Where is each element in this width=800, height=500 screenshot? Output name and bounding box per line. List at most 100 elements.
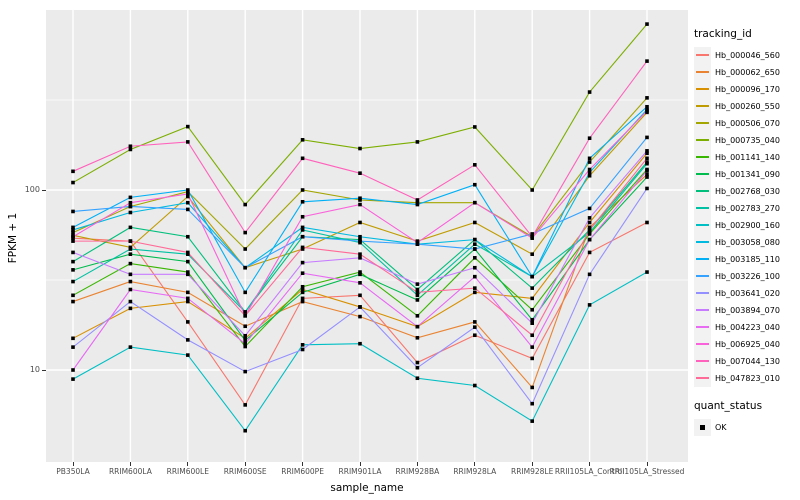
plot-canvas <box>46 10 688 462</box>
data-point <box>587 136 592 140</box>
legend-item-label: Hb_003058_080 <box>715 238 780 247</box>
legend-key-icon <box>694 353 711 370</box>
x-tick-label: RRII105LA_Control <box>554 467 625 476</box>
legend-key-icon <box>694 200 711 217</box>
x-tick-label: RRII105LA_Stressed <box>609 467 685 476</box>
data-point <box>645 168 649 173</box>
legend-key-icon <box>694 115 711 132</box>
x-tick-mark <box>129 462 131 466</box>
legend-item: Hb_003185_110 <box>694 251 800 268</box>
data-point <box>128 195 133 200</box>
data-point <box>243 247 247 251</box>
data-point <box>71 299 75 304</box>
legend-item: Hb_001341_090 <box>694 166 800 183</box>
x-tick-mark <box>244 462 246 466</box>
legend-color-line-icon <box>696 173 709 175</box>
legend-item: Hb_000735_040 <box>694 132 800 149</box>
data-point <box>300 299 305 304</box>
data-point <box>186 200 190 205</box>
legend-item: Hb_000260_550 <box>694 98 800 115</box>
legend-key-icon <box>694 234 711 251</box>
data-point <box>530 385 534 390</box>
data-point <box>186 192 190 196</box>
data-point <box>243 324 247 329</box>
data-point <box>300 343 305 347</box>
data-point <box>243 369 247 374</box>
legend-color-line-icon <box>696 54 709 56</box>
data-point <box>473 247 477 251</box>
y-tick-label: 100 <box>24 185 40 194</box>
data-point <box>71 368 75 372</box>
quant-key-icon <box>694 419 711 436</box>
data-point <box>186 270 190 274</box>
data-point <box>186 188 190 192</box>
data-point <box>300 214 305 219</box>
x-tick-mark <box>646 462 648 466</box>
data-point <box>358 146 362 151</box>
data-point <box>186 250 190 255</box>
data-point <box>71 268 75 272</box>
data-point <box>71 225 75 230</box>
legend-key-icon <box>694 64 711 81</box>
data-point <box>243 290 247 295</box>
data-point <box>71 250 75 255</box>
data-point <box>530 333 534 338</box>
data-point <box>415 293 420 298</box>
x-tick-mark <box>302 462 304 466</box>
data-point <box>645 22 649 26</box>
data-point <box>300 347 305 352</box>
data-point <box>71 228 75 232</box>
data-point <box>71 230 75 235</box>
legend-key-icon <box>694 81 711 98</box>
legend-color-line-icon <box>696 377 709 379</box>
x-tick-mark <box>474 462 476 466</box>
legend-color-line-icon <box>696 156 709 158</box>
data-point <box>186 272 190 277</box>
legend-item: Hb_002783_270 <box>694 200 800 217</box>
legend-key-icon <box>694 132 711 149</box>
x-tick-mark <box>589 462 591 466</box>
legend-item-label: Hb_004223_040 <box>715 323 780 332</box>
data-point <box>243 403 247 407</box>
data-point <box>186 320 190 324</box>
x-tick-label: RRIM600PE <box>281 467 324 476</box>
data-point <box>587 90 592 94</box>
x-tick-label: RRIM901LA <box>338 467 382 476</box>
legend-color-line-icon <box>696 241 709 243</box>
legend-color-line-icon <box>696 224 709 226</box>
data-point <box>128 272 133 277</box>
legend-color-line-icon <box>696 88 709 90</box>
data-point <box>243 333 247 338</box>
data-point <box>358 239 362 243</box>
data-point <box>645 270 649 274</box>
data-point <box>186 207 190 212</box>
data-point <box>71 345 75 349</box>
data-point <box>128 306 133 311</box>
legend-key-icon <box>694 319 711 336</box>
data-point <box>530 252 534 256</box>
legend-key-icon <box>694 217 711 234</box>
data-point <box>128 252 133 256</box>
y-tick-label: 10 <box>29 365 40 374</box>
data-point <box>358 202 362 207</box>
legend-key-icon <box>694 149 711 166</box>
legend-item: Hb_000506_070 <box>694 115 800 132</box>
data-point <box>415 314 420 318</box>
legend-color-line-icon <box>696 258 709 260</box>
data-point <box>243 265 247 270</box>
data-point <box>530 419 534 423</box>
data-point <box>473 383 477 388</box>
data-point <box>645 175 649 179</box>
data-point <box>186 299 190 304</box>
legend-item: Hb_001141_140 <box>694 149 800 166</box>
legend-item-label: Hb_000735_040 <box>715 136 780 145</box>
legend-item-label: Hb_000096_170 <box>715 85 780 94</box>
data-point <box>186 290 190 295</box>
data-point <box>530 356 534 361</box>
data-point <box>71 209 75 214</box>
x-axis-title: sample_name <box>330 482 404 494</box>
data-point <box>587 167 592 172</box>
data-point <box>128 287 133 292</box>
legend-item: Hb_000096_170 <box>694 81 800 98</box>
data-point <box>530 286 534 290</box>
